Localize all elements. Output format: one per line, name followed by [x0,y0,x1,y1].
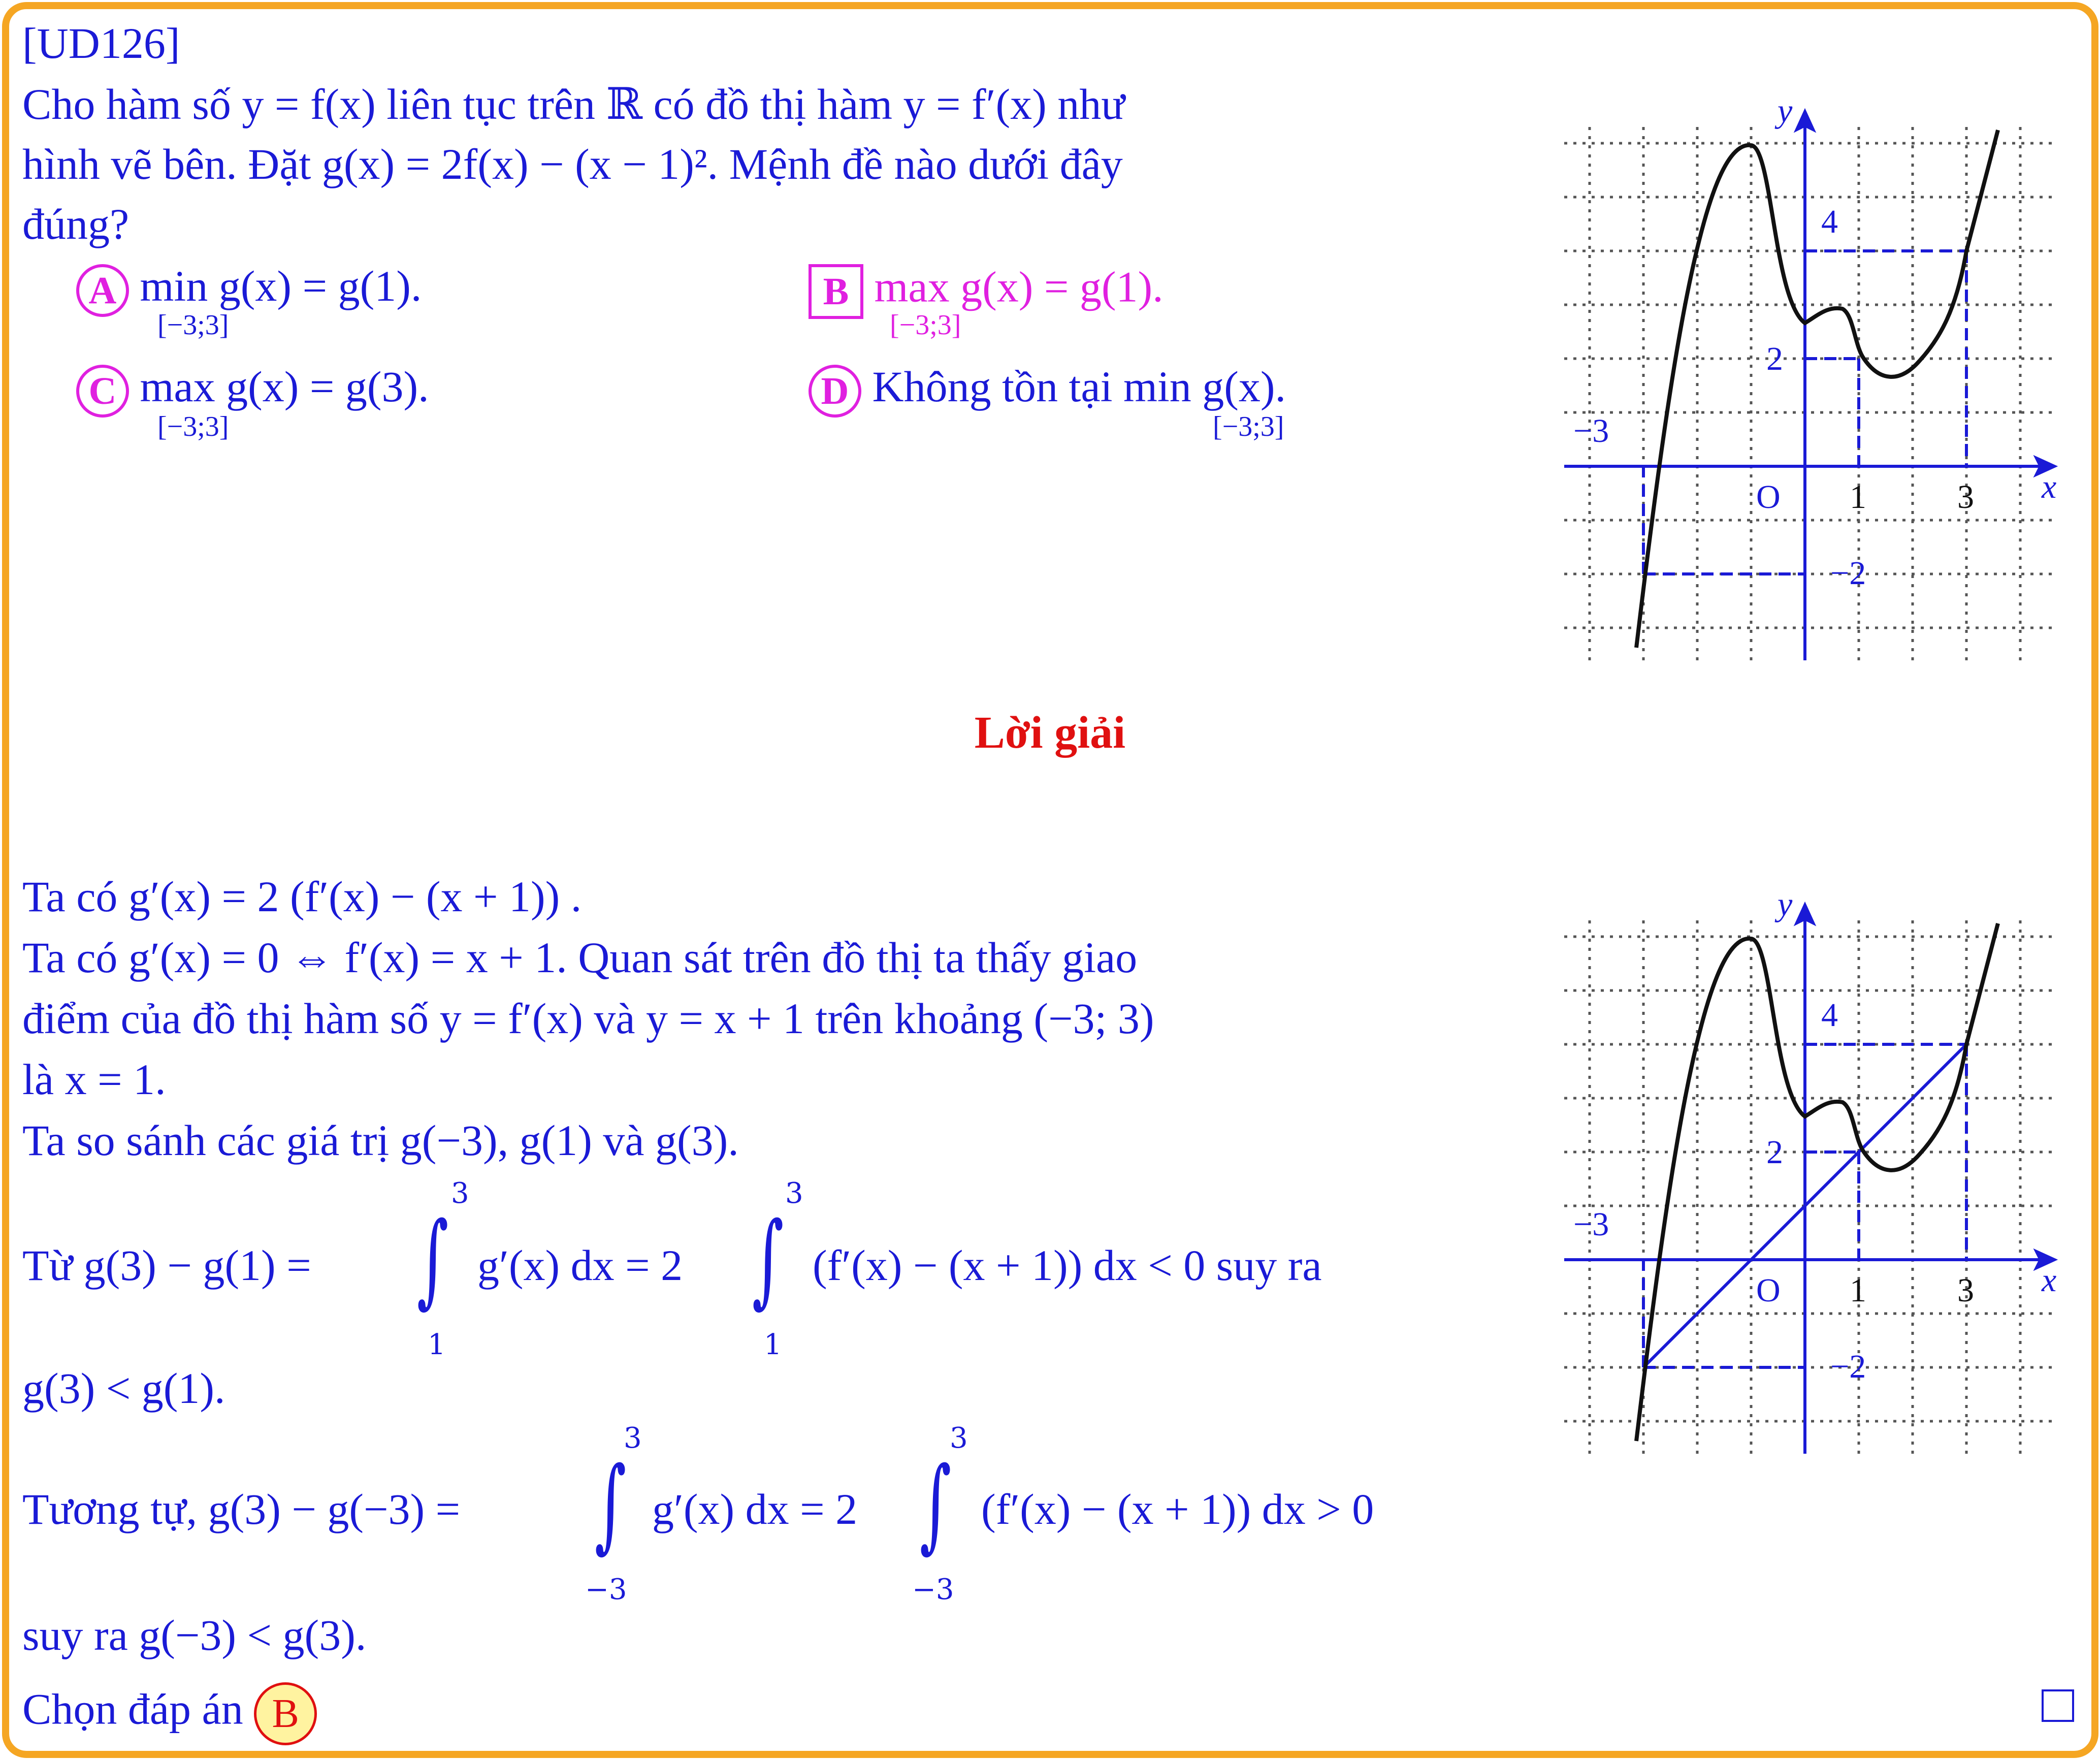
graph-solution: y x O 1 3 −3 2 4 −2 [1564,890,2058,1454]
graph-1-y-tick-4: 4 [1821,203,1838,240]
solution-line-6c: (f′(x) − (x + 1)) dx < 0 suy ra [813,1241,1322,1290]
option-d-text: Không tồn tại min g(x). [872,362,1286,411]
answer-badge: B [254,1682,317,1745]
option-b-text: max g(x) = g(1). [874,262,1164,311]
option-a[interactable]: A min g(x) = g(1). [76,264,422,317]
graph-1-y-label: y [1774,97,1793,130]
solution-line-9: suy ra g(−3) < g(3). [22,1611,367,1659]
option-a-sub: [−3;3] [157,309,229,341]
answer-prefix: Chọn đáp án [22,1684,243,1734]
graph-1-x-neg: −3 [1573,412,1609,450]
graph-2-x-tick-3: 3 [1957,1272,1974,1309]
solution-line-5: Ta so sánh các giá trị g(−3), g(1) và g(… [22,1116,739,1165]
problem-line-2: hình vẽ bên. Đặt g(x) = 2f(x) − (x − 1)²… [22,140,1123,188]
graph-2-guides [1642,1043,1968,1369]
graph-question: y x O 1 3 −3 2 4 −2 [1564,97,2058,660]
option-c-text: max g(x) = g(3). [140,362,429,411]
problem-line-1: Cho hàm số y = f(x) liên tục trên ℝ có đ… [22,80,1125,129]
solution-line-1: Ta có g′(x) = 2 (f′(x) − (x + 1)) . [22,872,582,921]
integral-4-lower: −3 [912,1573,954,1606]
option-d-marker: D [809,365,861,418]
solution-line-6a: Từ g(3) − g(1) = [22,1241,311,1290]
integral-sign-3: ∫ [594,1445,627,1563]
integral-sign-4: ∫ [919,1445,952,1563]
solution-line-7: g(3) < g(1). [22,1364,225,1413]
solution-line-6b: g′(x) dx = 2 [477,1241,683,1290]
integral-4-upper: 3 [950,1422,968,1455]
integral-1-upper: 3 [451,1177,469,1210]
option-a-text: min g(x) = g(1). [140,262,422,310]
qed-square [2042,1689,2074,1722]
option-b-sub: [−3;3] [890,309,961,341]
solution-line-8a: Tương tự, g(3) − g(−3) = [22,1485,461,1533]
graph-2-x-tick-1: 1 [1850,1272,1866,1309]
graph-2-y-tick-2: 2 [1766,1134,1783,1171]
integral-3-lower: −3 [585,1573,627,1606]
graph-2-y-label: y [1774,890,1793,923]
solution-line-4: là x = 1. [22,1055,166,1104]
graph-1-x-tick-3: 3 [1957,478,1974,516]
graph-1-guides [1642,249,1968,575]
option-c-sub: [−3;3] [157,411,229,442]
option-a-marker: A [76,264,129,317]
solution-line-2: Ta có g′(x) = 0 ⇔ f′(x) = x + 1. Quan sá… [22,933,1138,982]
answer-line: Chọn đáp án B [22,1682,317,1745]
option-b[interactable]: B max g(x) = g(1). [809,264,1164,319]
option-c[interactable]: C max g(x) = g(3). [76,365,429,418]
graph-2-origin: O [1756,1272,1781,1309]
solution-heading: Lời giải [974,708,1126,758]
integral-3-upper: 3 [624,1422,642,1455]
integral-2-upper: 3 [785,1177,803,1210]
integral-2-lower: 1 [764,1328,782,1361]
graph-1-y-neg: −2 [1830,555,1866,592]
option-d-sub: [−3;3] [1213,411,1284,442]
solution-line-8b: g′(x) dx = 2 [652,1485,858,1533]
graph-2-x-label: x [2041,1262,2056,1299]
solution-line-8c: (f′(x) − (x + 1)) dx > 0 [981,1485,1374,1533]
problem-code: [UD126] [22,19,180,68]
graph-2-y-tick-4: 4 [1821,997,1838,1034]
option-b-marker: B [809,264,863,319]
graph-2-curve-fprime [1634,923,2000,1442]
graph-1-x-label: x [2041,468,2056,505]
graph-2-x-neg: −3 [1573,1206,1609,1243]
graph-1-curve-fprime [1634,130,2000,648]
graph-1-x-tick-1: 1 [1850,478,1866,516]
option-d[interactable]: D Không tồn tại min g(x). [809,365,1286,418]
integral-sign-2: ∫ [752,1200,784,1319]
solution-line-3: điểm của đồ thị hàm số y = f′(x) và y = … [22,994,1154,1043]
graph-2-y-neg: −2 [1830,1348,1866,1385]
graph-1-y-tick-2: 2 [1766,340,1783,377]
option-c-marker: C [76,365,129,418]
integral-sign-1: ∫ [416,1200,449,1319]
integral-1-lower: 1 [428,1328,446,1361]
graph-2-line-x-plus-1 [1642,1043,1968,1369]
problem-line-3: đúng? [22,200,130,248]
graph-1-origin: O [1756,478,1781,516]
